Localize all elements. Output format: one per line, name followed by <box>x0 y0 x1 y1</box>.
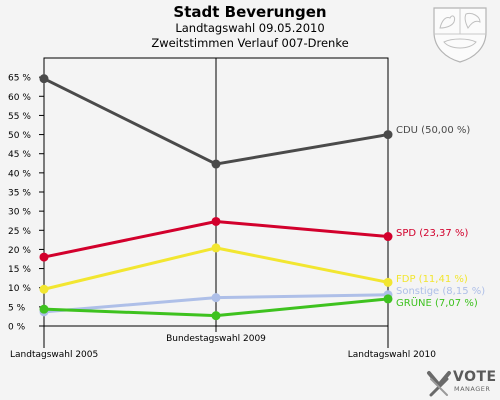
data-point-grüne <box>383 294 393 304</box>
chart-subtitle-date: Landtagswahl 09.05.2010 <box>175 21 325 35</box>
y-tick-label: 25 % <box>8 227 31 237</box>
data-point-cdu <box>383 130 393 140</box>
y-tick-label: 55 % <box>8 112 31 122</box>
chart-subtitle-district: Zweitstimmen Verlauf 007-Drenke <box>151 36 349 50</box>
chart-series: CDU (50,00 %) SPD (23,37 %) FDP (11,41 %)S… <box>39 74 485 321</box>
y-tick-label: 65 % <box>8 74 31 84</box>
data-point-grüne <box>39 304 49 314</box>
series-end-label: SPD (23,37 %) <box>396 228 468 239</box>
x-category-label: Landtagswahl 2010 <box>348 350 437 360</box>
data-point-fdp <box>383 277 393 287</box>
y-tick-label: 5 % <box>8 303 26 313</box>
data-point-spd <box>39 252 49 262</box>
chart-axes: 0 % 5 % 10 % 15 % 20 % 25 % 30 % 35 % 40 % 45 % 50… <box>8 57 437 360</box>
x-category-label: Bundestagswahl 2009 <box>166 334 266 344</box>
y-tick-label: 20 % <box>8 246 31 256</box>
y-tick-label: 15 % <box>8 265 31 275</box>
y-tick-label: 0 % <box>8 323 26 333</box>
data-point-spd <box>211 216 221 226</box>
data-point-fdp <box>39 284 49 294</box>
y-tick-label: 35 % <box>8 189 31 199</box>
chart-title: Stadt Beverungen <box>173 3 327 21</box>
x-category-label: Landtagswahl 2005 <box>10 350 98 360</box>
series-end-label: GRÜNE (7,07 %) <box>396 296 478 309</box>
y-tick-label: 30 % <box>8 208 31 218</box>
coat-of-arms-icon <box>433 7 487 63</box>
y-tick-label: 10 % <box>8 284 31 294</box>
y-tick-label: 60 % <box>8 93 31 103</box>
series-end-label: CDU (50,00 %) <box>396 125 470 136</box>
series-end-label: Sonstige (8,15 %) <box>396 286 485 297</box>
data-point-spd <box>383 232 393 242</box>
y-tick-label: 50 % <box>8 131 31 141</box>
y-tick-label: 45 % <box>8 150 31 160</box>
logo-subword: MANAGER <box>454 385 491 393</box>
data-point-cdu <box>39 74 49 84</box>
data-point-sonstige <box>211 293 221 303</box>
data-point-grüne <box>211 311 221 321</box>
y-tick-label: 40 % <box>8 169 31 179</box>
chart-header: Stadt Beverungen Landtagswahl 09.05.2010… <box>0 3 500 51</box>
vote-check-icon <box>427 371 451 397</box>
data-point-cdu <box>211 159 221 169</box>
votemanager-logo: VOTE MANAGER <box>426 369 498 397</box>
logo-word: VOTE <box>453 369 497 385</box>
data-point-fdp <box>211 243 221 253</box>
series-end-label: FDP (11,41 %) <box>396 274 468 285</box>
